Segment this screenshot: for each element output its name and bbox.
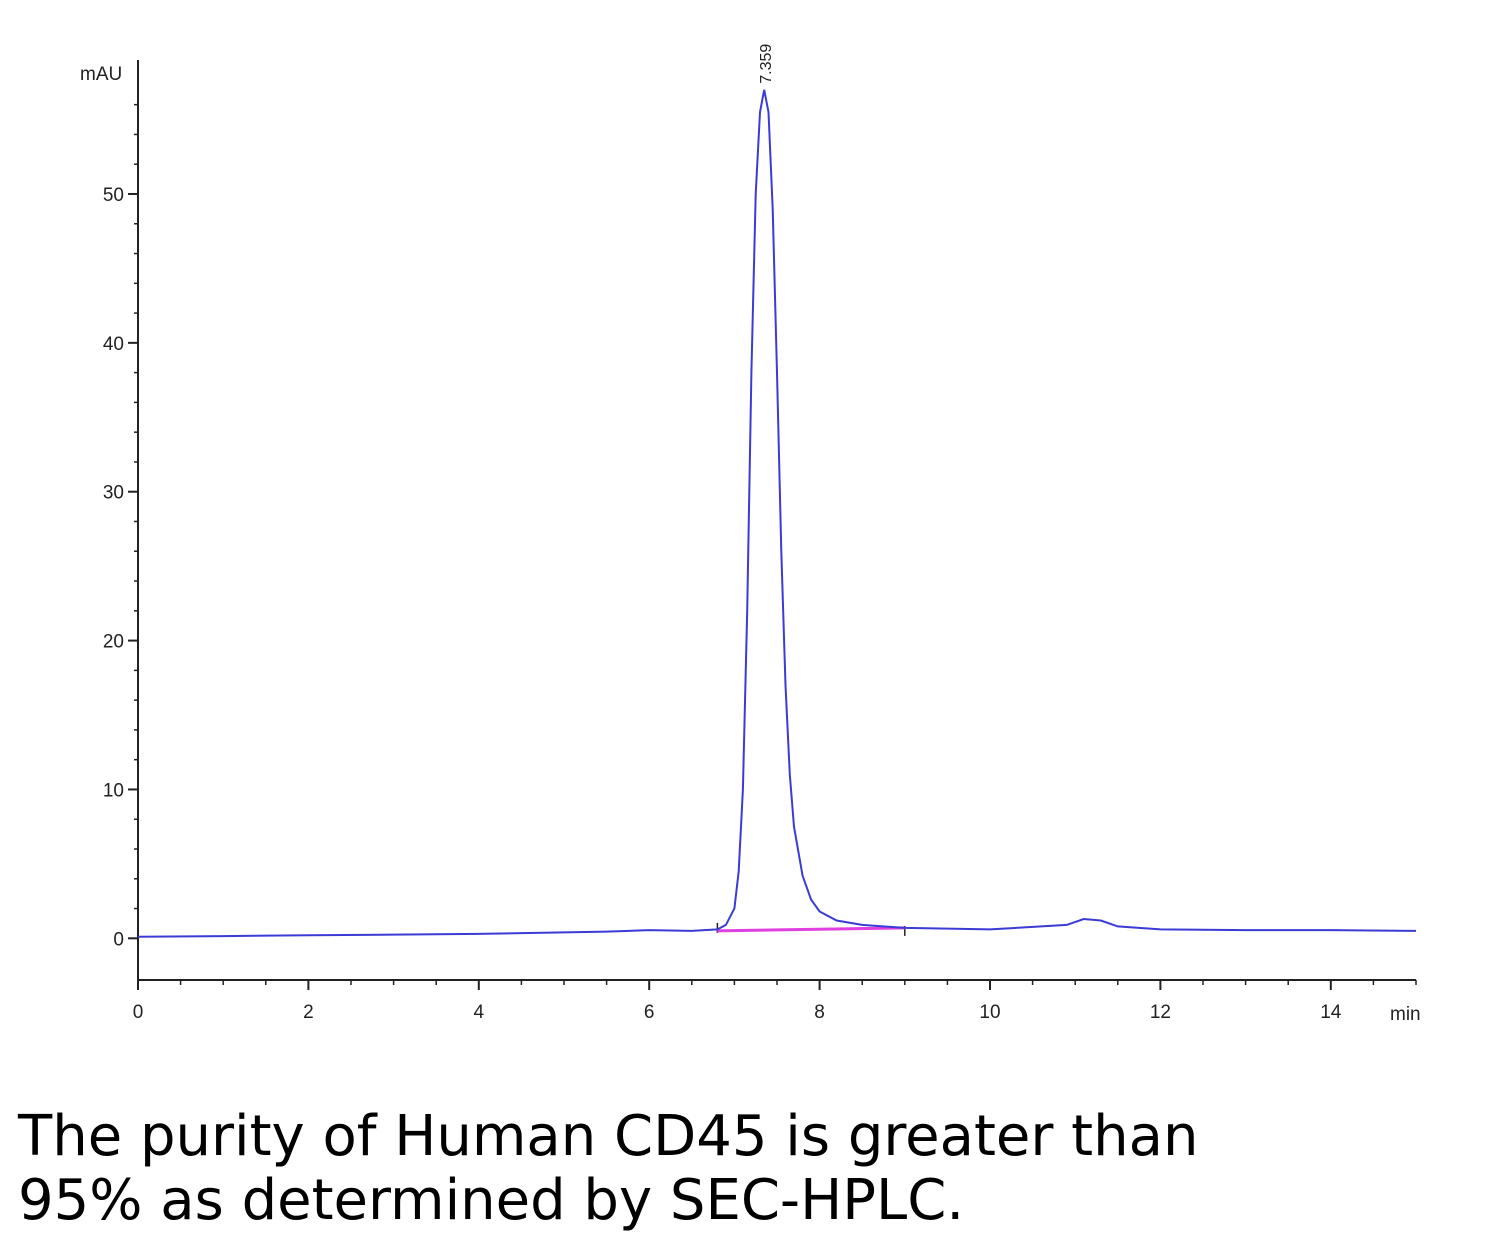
y-axis-unit: mAU bbox=[80, 64, 122, 85]
x-tick-label: 6 bbox=[644, 1002, 655, 1023]
peak-label: 7.359 bbox=[758, 44, 775, 84]
chromatogram-chart: 0 10 20 30 40 50 0 2 4 6 8 10 12 14 7.359 mAU min bbox=[80, 44, 1421, 1025]
y-tick-label: 30 bbox=[103, 483, 124, 504]
caption: The purity of Human CD45 is greater than… bbox=[18, 1105, 1478, 1233]
x-tick-label: 0 bbox=[133, 1002, 144, 1023]
y-tick-label: 40 bbox=[103, 334, 124, 355]
y-tick-label: 0 bbox=[113, 929, 124, 950]
peak-annotations: 7.359 bbox=[758, 44, 775, 84]
x-tick-label: 4 bbox=[474, 1002, 485, 1023]
axes bbox=[137, 60, 1416, 981]
caption-line-2: 95% as determined by SEC-HPLC. bbox=[18, 1168, 965, 1233]
x-tick-label: 2 bbox=[303, 1002, 314, 1023]
ticks: 0 10 20 30 40 50 0 2 4 6 8 10 12 14 bbox=[103, 103, 1417, 1023]
x-tick-label: 8 bbox=[814, 1002, 825, 1023]
x-tick-label: 14 bbox=[1320, 1002, 1342, 1023]
series-line bbox=[137, 89, 1417, 938]
x-axis-unit: min bbox=[1390, 1004, 1421, 1025]
y-tick-label: 10 bbox=[103, 780, 124, 801]
y-tick-label: 20 bbox=[103, 632, 124, 653]
x-tick-label: 10 bbox=[979, 1002, 1000, 1023]
y-tick-label: 50 bbox=[103, 185, 124, 206]
caption-line-1: The purity of Human CD45 is greater than bbox=[18, 1104, 1199, 1169]
x-tick-label: 12 bbox=[1150, 1002, 1171, 1023]
integration-baseline bbox=[717, 926, 905, 933]
